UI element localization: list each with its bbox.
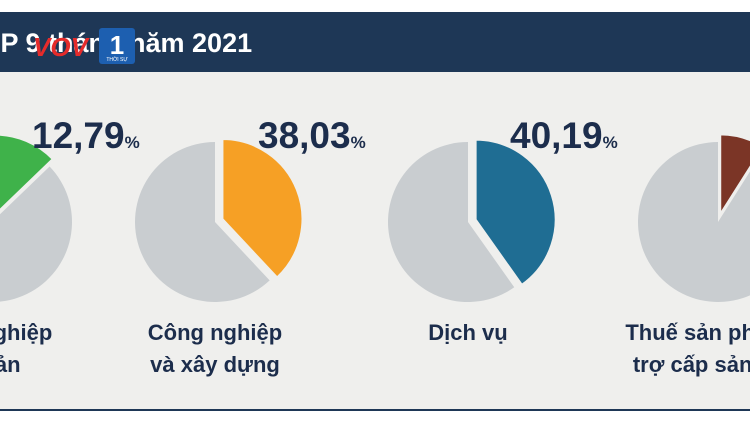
category-label: Thuế sản phẩm trừ xyxy=(625,320,750,345)
value-unit: % xyxy=(603,133,618,152)
logo-subtitle: THỜI SỰ xyxy=(106,56,128,63)
value-unit: % xyxy=(125,133,140,152)
value-unit: % xyxy=(351,133,366,152)
value-number: 12,79 xyxy=(32,115,125,156)
logo-brand: VOV xyxy=(33,32,91,62)
value-label: 38,03% xyxy=(258,115,366,156)
category-label: trợ cấp sản phẩm xyxy=(633,352,750,377)
value-number: 40,19 xyxy=(510,115,603,156)
pie-slice xyxy=(221,138,304,279)
pie-slice xyxy=(719,133,750,218)
logo-box xyxy=(99,28,135,64)
pie-remainder xyxy=(0,166,72,302)
value-label: 40,19% xyxy=(510,115,618,156)
value-number: 38,03 xyxy=(258,115,351,156)
category-label: và xây dựng xyxy=(150,352,280,377)
logo: VOV 1 THỜI SỰ xyxy=(33,28,135,64)
category-label: Nông, lâm nghiệp xyxy=(0,320,52,345)
category-label: Công nghiệp xyxy=(148,320,282,345)
panel xyxy=(0,12,750,410)
pie-remainder xyxy=(638,142,750,302)
category-label: Dịch vụ xyxy=(428,320,507,345)
pie-remainder xyxy=(135,141,270,302)
pie-remainder xyxy=(388,142,515,302)
pie-slice xyxy=(0,133,55,212)
pie-slice xyxy=(474,138,557,287)
category-label: và thủy sản xyxy=(0,352,21,377)
value-label: 12,79% xyxy=(32,115,140,156)
logo-channel: 1 xyxy=(110,30,124,60)
